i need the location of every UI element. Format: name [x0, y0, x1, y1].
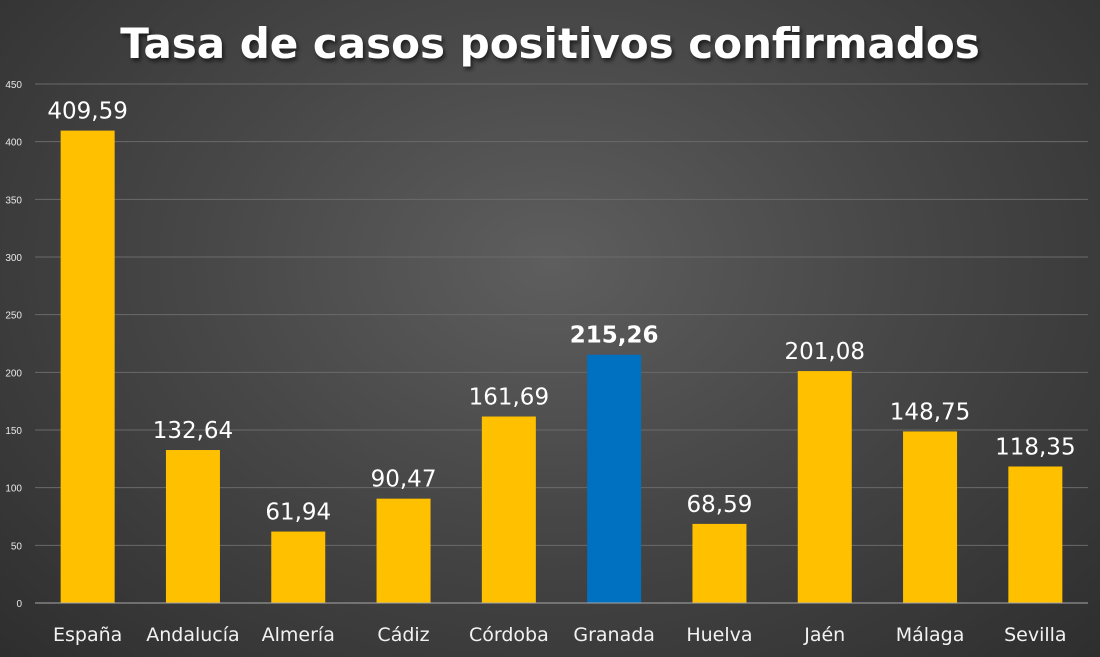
y-tick-label: 350: [5, 195, 22, 206]
y-tick-label: 400: [5, 138, 22, 149]
x-tick-label: Huelva: [686, 624, 752, 646]
x-tick-label: Jaén: [803, 624, 845, 646]
bar: [271, 531, 326, 603]
y-tick-label: 100: [5, 484, 22, 495]
x-tick-label: España: [53, 624, 122, 646]
bar: [797, 371, 852, 603]
y-tick-label: 200: [5, 368, 22, 379]
x-tick-label: Sevilla: [1004, 624, 1066, 646]
data-label: 409,59: [47, 99, 127, 125]
y-tick-label: 50: [11, 541, 23, 552]
x-tick-label: Almería: [262, 624, 335, 646]
data-label: 132,64: [153, 418, 233, 444]
bar: [587, 354, 642, 603]
bar: [1008, 466, 1063, 603]
y-tick-label: 450: [5, 80, 22, 91]
x-axis-ticks: España Andalucía Almería Cádiz Córdoba Granad…: [53, 624, 1067, 646]
y-tick-label: 300: [5, 253, 22, 264]
x-tick-label: Granada: [573, 624, 655, 646]
bar: [60, 130, 115, 603]
bar: [165, 450, 220, 603]
y-tick-label: 150: [5, 426, 22, 437]
data-label: 68,59: [687, 492, 753, 518]
data-labels: 409,59 132,64 61,94 90,47 161,69 215,26 68,59 2…: [47, 99, 1075, 526]
x-tick-label: Málaga: [896, 624, 965, 646]
bar: [903, 431, 958, 603]
data-label: 215,26: [570, 323, 659, 349]
data-label: 90,47: [371, 467, 437, 493]
bars: [60, 130, 1063, 603]
data-label: 201,08: [785, 339, 865, 365]
x-tick-label: Cádiz: [377, 624, 429, 646]
data-label: 118,35: [995, 435, 1075, 461]
y-tick-label: 250: [5, 311, 22, 322]
data-label: 61,94: [265, 500, 331, 526]
bar: [376, 498, 431, 603]
data-label: 148,75: [890, 399, 970, 425]
x-tick-label: Andalucía: [146, 624, 239, 646]
chart-title: Tasa de casos positivos confirmados: [120, 19, 980, 68]
y-axis-ticks: 0 50 100 150 200 250 300 350 400 450: [5, 80, 22, 610]
x-tick-label: Córdoba: [469, 624, 549, 646]
bar: [692, 523, 747, 603]
bar: [481, 416, 536, 603]
y-tick-label: 0: [16, 599, 22, 610]
data-label: 161,69: [469, 385, 549, 411]
